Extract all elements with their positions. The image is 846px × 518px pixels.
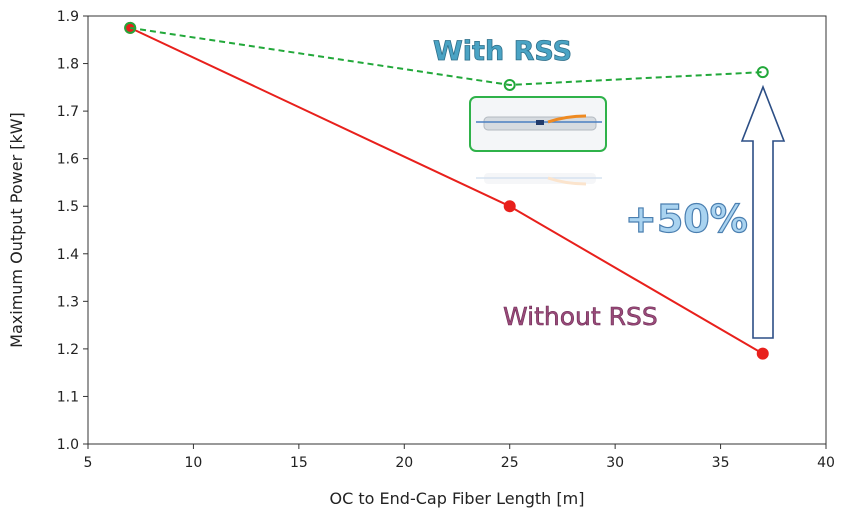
with-rss-point — [503, 78, 516, 91]
increase-percent-label: +50% — [625, 197, 748, 241]
plot-area — [87, 15, 827, 445]
x-tick-label: 5 — [84, 455, 93, 471]
with-rss-line — [130, 26, 763, 86]
y-tick-label: 1.3 — [57, 294, 79, 310]
x-tick-label: 30 — [606, 455, 624, 471]
y-tick-label: 1.5 — [57, 199, 79, 215]
without-rss-point — [756, 347, 769, 360]
y-tick-label: 1.9 — [57, 9, 79, 25]
x-tick-label: 10 — [185, 455, 203, 471]
series-layer — [124, 21, 769, 360]
fiber-image-orange-fiber — [547, 114, 587, 124]
x-tick-label: 25 — [501, 455, 519, 471]
fiber-image-splice — [536, 120, 544, 125]
without-rss-point — [503, 200, 516, 213]
increase-arrow — [740, 84, 786, 339]
x-axis-ticks: 5 10 15 20 25 30 35 40 — [84, 444, 835, 471]
with-rss-label: With RSS — [433, 36, 572, 67]
x-tick-label: 35 — [712, 455, 730, 471]
with-rss-point — [124, 21, 137, 34]
fiber-image-reflection — [476, 173, 602, 186]
x-axis-title: OC to End-Cap Fiber Length [m] — [330, 489, 585, 508]
y-axis-ticks: 1.0 1.1 1.2 1.3 1.4 1.5 1.6 1.7 1.8 1.9 — [57, 9, 88, 453]
fiber-image-inset — [469, 96, 607, 186]
y-tick-label: 1.1 — [57, 389, 79, 405]
with-rss-point — [756, 66, 769, 79]
y-axis-title: Maximum Output Power [kW] — [7, 112, 26, 348]
x-tick-label: 20 — [395, 455, 413, 471]
y-tick-label: 1.6 — [57, 152, 79, 168]
y-tick-label: 1.8 — [57, 57, 79, 73]
x-tick-label: 40 — [817, 455, 835, 471]
y-tick-label: 1.0 — [57, 437, 79, 453]
y-tick-label: 1.4 — [57, 247, 79, 263]
y-tick-label: 1.2 — [57, 342, 79, 358]
x-tick-label: 15 — [290, 455, 308, 471]
without-rss-label: Without RSS — [503, 302, 658, 331]
y-tick-label: 1.7 — [57, 104, 79, 120]
